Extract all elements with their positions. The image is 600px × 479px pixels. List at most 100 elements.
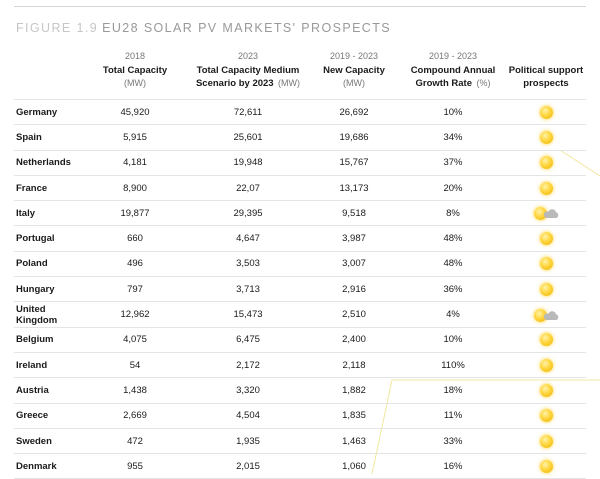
header-unit: (%) [476, 78, 491, 88]
country-cell: Austria [14, 377, 82, 404]
header-country [14, 51, 82, 100]
sun-icon [539, 409, 553, 423]
political-support-cell [506, 98, 586, 126]
political-support-cell [506, 453, 586, 479]
table-header-row: 2018 Total Capacity (MW) 2023 Total Capa… [14, 51, 586, 100]
total-2018-cell: 660 [82, 225, 188, 252]
header-title: New Capacity [323, 64, 385, 76]
country-cell: Netherlands [14, 150, 82, 176]
cagr-cell: 33% [400, 428, 506, 455]
cagr-cell: 10% [400, 327, 506, 353]
cagr-cell: 8% [400, 200, 506, 227]
total-2023-cell: 72,611 [188, 98, 308, 126]
header-title: Compound Annual Growth Rate [410, 64, 496, 90]
total-2023-cell: 3,503 [188, 251, 308, 278]
total-2023-cell: 6,475 [188, 327, 308, 353]
sun-icon [539, 181, 553, 195]
table-row: France 8,900 22,07 13,173 20% [14, 175, 586, 202]
new-capacity-cell: 1,060 [308, 453, 400, 479]
country-cell: France [14, 175, 82, 202]
sun-icon [539, 333, 553, 347]
cagr-cell: 110% [400, 352, 506, 379]
cagr-cell: 36% [400, 276, 506, 303]
table-row: Austria 1,438 3,320 1,882 18% [14, 377, 586, 404]
political-support-cell [506, 276, 586, 303]
total-2018-cell: 496 [82, 251, 188, 278]
total-2023-cell: 2,172 [188, 352, 308, 379]
total-2023-cell: 4,504 [188, 403, 308, 429]
sun-cloud-icon [534, 308, 559, 322]
total-2023-cell: 15,473 [188, 301, 308, 328]
country-cell: Greece [14, 403, 82, 429]
new-capacity-cell: 1,882 [308, 377, 400, 404]
top-divider [14, 6, 586, 7]
cagr-cell: 34% [400, 124, 506, 151]
total-2023-cell: 4,647 [188, 225, 308, 252]
header-unit: (MW) [343, 78, 365, 88]
cagr-cell: 48% [400, 251, 506, 278]
new-capacity-cell: 1,835 [308, 403, 400, 429]
cagr-cell: 11% [400, 403, 506, 429]
header-year: 2019 - 2023 [329, 51, 379, 61]
table-row: Denmark 955 2,015 1,060 16% [14, 453, 586, 479]
new-capacity-cell: 2,510 [308, 301, 400, 328]
country-cell: Denmark [14, 453, 82, 479]
cagr-cell: 20% [400, 175, 506, 202]
sun-icon [539, 105, 553, 119]
new-capacity-cell: 13,173 [308, 175, 400, 202]
country-cell: Poland [14, 251, 82, 278]
country-cell: United Kingdom [14, 301, 82, 328]
table-row: Greece 2,669 4,504 1,835 11% [14, 403, 586, 429]
total-2023-cell: 2,015 [188, 453, 308, 479]
new-capacity-cell: 9,518 [308, 200, 400, 227]
cloud-icon [543, 310, 559, 320]
header-unit: (MW) [124, 78, 146, 88]
total-2018-cell: 54 [82, 352, 188, 379]
header-unit: (MW) [278, 78, 301, 88]
country-cell: Germany [14, 98, 82, 126]
total-2018-cell: 5,915 [82, 124, 188, 151]
cagr-cell: 48% [400, 225, 506, 252]
table-row: United Kingdom 12,962 15,473 2,510 4% [14, 301, 586, 328]
sun-cloud-icon [534, 206, 559, 221]
table-row: Ireland 54 2,172 2,118 110% [14, 352, 586, 379]
cagr-cell: 4% [400, 301, 506, 328]
political-support-cell [506, 377, 586, 404]
header-year: 2023 [237, 51, 259, 61]
cagr-cell: 18% [400, 377, 506, 404]
total-2018-cell: 4,181 [82, 150, 188, 176]
sun-icon [534, 207, 547, 221]
total-2018-cell: 45,920 [82, 98, 188, 126]
figure-title: FIGURE 1.9 EU28 SOLAR PV MARKETS' PROSPEC… [16, 21, 391, 35]
header-year: 2018 [124, 51, 146, 61]
table-row: Netherlands 4,181 19,948 15,767 37% [14, 150, 586, 176]
table-row: Spain 5,915 25,601 19,686 34% [14, 124, 586, 151]
political-support-cell [506, 327, 586, 353]
header-title: Total Capacity [102, 64, 168, 76]
sun-icon [539, 130, 553, 144]
cagr-cell: 37% [400, 150, 506, 176]
political-support-cell [506, 301, 586, 328]
header-title: Total Capacity Medium Scenario by 2023 [195, 64, 300, 90]
cagr-cell: 16% [400, 453, 506, 479]
total-2023-cell: 3,320 [188, 377, 308, 404]
total-2018-cell: 472 [82, 428, 188, 455]
country-cell: Spain [14, 124, 82, 151]
political-support-cell [506, 225, 586, 252]
total-2018-cell: 12,962 [82, 301, 188, 328]
sun-icon [539, 156, 553, 170]
table-row: Hungary 797 3,713 2,916 36% [14, 276, 586, 303]
header-title: Political support prospects [508, 64, 584, 90]
sun-icon [539, 232, 553, 246]
table-row: Belgium 4,075 6,475 2,400 10% [14, 327, 586, 353]
sun-icon [539, 383, 553, 397]
political-support-cell [506, 200, 586, 227]
header-new-capacity: 2019 - 2023 New Capacity (MW) [308, 51, 400, 100]
total-2018-cell: 955 [82, 453, 188, 479]
sun-icon [539, 358, 553, 372]
total-2018-cell: 19,877 [82, 200, 188, 227]
total-2023-cell: 19,948 [188, 150, 308, 176]
total-2018-cell: 2,669 [82, 403, 188, 429]
new-capacity-cell: 19,686 [308, 124, 400, 151]
country-cell: Ireland [14, 352, 82, 379]
